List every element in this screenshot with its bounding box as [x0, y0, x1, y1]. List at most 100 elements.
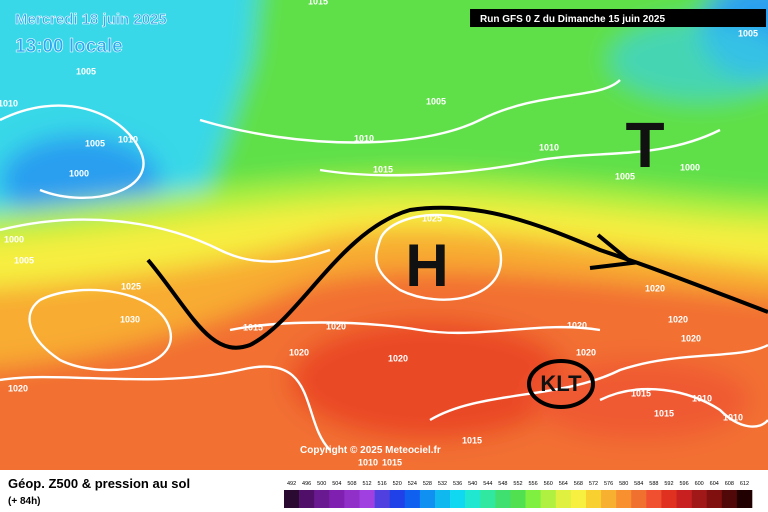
arrow — [589, 233, 637, 270]
isobar-label: 1025 — [422, 213, 442, 223]
scale-swatch — [299, 490, 315, 508]
copyright: Copyright © 2025 Meteociel.fr — [300, 445, 441, 456]
scale-label: 536 — [453, 481, 462, 487]
scale-label: 504 — [332, 481, 341, 487]
time: 13:00 locale — [15, 36, 123, 57]
scale-swatch — [661, 490, 677, 508]
scale-swatch — [344, 490, 360, 508]
scale-swatch — [314, 490, 330, 508]
scale-swatch — [510, 490, 526, 508]
scale-swatch — [284, 490, 300, 508]
isobar-label: 1020 — [388, 353, 408, 363]
isobar-label: 1020 — [668, 314, 688, 324]
isobar-label: 1000 — [680, 162, 700, 172]
scale-swatch — [495, 490, 511, 508]
isobar-label: 1005 — [14, 255, 34, 265]
scale-label: 492 — [287, 481, 296, 487]
scale-label: 588 — [649, 481, 658, 487]
scale-swatch — [570, 490, 587, 508]
isobar-label: 1010 — [539, 142, 559, 152]
date: Mercredi 18 juin 2025 — [15, 11, 167, 28]
isobar-label: 1010 — [0, 98, 18, 108]
isobar-label: 1015 — [382, 457, 402, 467]
scale-label: 512 — [362, 481, 371, 487]
scale-label: 572 — [589, 481, 598, 487]
scale-swatch — [555, 490, 572, 508]
scale-label: 556 — [529, 481, 538, 487]
isobar-label: 1015 — [373, 164, 393, 174]
scale-swatch — [631, 490, 647, 508]
scale-label: 576 — [604, 481, 613, 487]
jet-stream — [146, 205, 768, 350]
scale-swatch — [404, 490, 421, 508]
isobar-label: 1020 — [326, 321, 346, 331]
scale-swatch — [706, 490, 723, 508]
run: Run GFS 0 Z du Dimanche 15 juin 2025 — [480, 14, 665, 25]
isobar-label: 1000 — [69, 168, 89, 178]
scale-label: 568 — [574, 481, 583, 487]
scale-label: 500 — [317, 481, 326, 487]
scale-label: 604 — [710, 481, 719, 487]
scale-swatch — [585, 490, 602, 508]
isobar-label: 1015 — [462, 435, 482, 445]
scale-label: 612 — [740, 481, 749, 487]
scale-swatch — [374, 490, 390, 508]
isobar-label: 1005 — [76, 66, 96, 76]
isobar-label: 1015 — [243, 322, 263, 332]
isobar-label: 1015 — [308, 0, 328, 6]
isobar-label: 1010 — [692, 393, 712, 403]
scale-swatch — [646, 490, 662, 508]
scale-swatch — [480, 490, 496, 508]
cutoff-circle — [527, 359, 595, 409]
scale-label: 600 — [695, 481, 704, 487]
lead-time: (+ 84h) — [8, 496, 41, 507]
scale-label: 496 — [302, 481, 311, 487]
color-scale: 492 496 500 504 508 512 516 520 524 528 532 536 540 5… — [284, 481, 753, 508]
isobar-label: 1005 — [738, 28, 758, 38]
scale-label: 596 — [679, 481, 688, 487]
scale-swatch — [540, 490, 557, 508]
scale-label: 516 — [378, 481, 387, 487]
scale-swatch — [525, 490, 541, 508]
scale-swatch — [465, 490, 481, 508]
scale-swatch — [691, 490, 708, 508]
scale-swatch — [676, 490, 692, 508]
scale-swatch — [736, 490, 753, 508]
scale-label: 580 — [619, 481, 628, 487]
scale-swatch — [419, 490, 436, 508]
high-label: H — [405, 232, 448, 299]
isobar-label: 1010 — [723, 412, 743, 422]
scale-label: 564 — [559, 481, 568, 487]
isobar-label: 1005 — [426, 96, 446, 106]
scale-label: 540 — [468, 481, 477, 487]
scale-label: 608 — [725, 481, 734, 487]
isobar-label: 1005 — [85, 138, 105, 148]
isobar-label: 1010 — [118, 134, 138, 144]
scale-label: 528 — [423, 481, 432, 487]
scale-label: 520 — [393, 481, 402, 487]
run-box — [470, 9, 766, 27]
isobar-label: 1005 — [615, 171, 635, 181]
scale-label: 548 — [498, 481, 507, 487]
scale-swatch — [450, 490, 466, 508]
scale-label: 508 — [347, 481, 356, 487]
scale-swatch — [389, 490, 406, 508]
isobar-labels: 1015 1005 1005 1010 1005 1005 1010 1010 1010 1015… — [0, 0, 758, 467]
isobar-label: 1020 — [576, 347, 596, 357]
scale-label: 544 — [483, 481, 492, 487]
scale-swatch — [434, 490, 451, 508]
scale-swatch — [616, 490, 632, 508]
isobar-lines — [0, 79, 768, 451]
scale-label: 592 — [664, 481, 673, 487]
scale-label: 560 — [544, 481, 553, 487]
isobar-label: 1020 — [645, 283, 665, 293]
isobar-label: 1015 — [631, 388, 651, 398]
scale-label: 584 — [634, 481, 643, 487]
isobar-label: 1030 — [120, 314, 140, 324]
isobar-label: 1020 — [289, 347, 309, 357]
trough-label: T — [625, 109, 664, 181]
scale-swatch — [601, 490, 617, 508]
isobar-label: 1025 — [121, 281, 141, 291]
